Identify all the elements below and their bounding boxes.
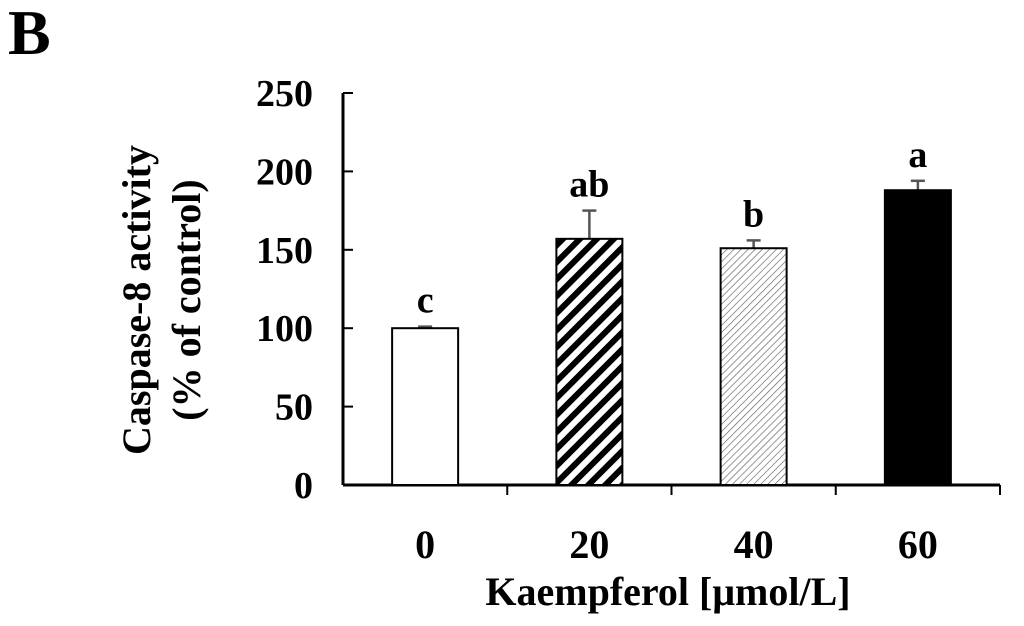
y-tick-label: 250 (256, 73, 313, 115)
y-tick-label: 150 (256, 230, 313, 272)
bar-60 (883, 189, 952, 486)
y-tick-label: 50 (275, 387, 313, 429)
panel-label: B (8, 0, 51, 68)
y-axis-label: Caspase-8 activity (% of control) (114, 145, 209, 455)
y-axis-label-line: Caspase-8 activity (114, 145, 159, 455)
significance-label: b (743, 193, 764, 235)
significance-label: ab (569, 164, 609, 206)
x-axis-label: Kaempferol [μmol/L] (485, 569, 850, 614)
x-tick-label: 60 (898, 522, 938, 567)
y-tick-label: 100 (256, 308, 313, 350)
y-tick-label: 0 (294, 465, 313, 507)
bars: c 0 ab 20 b 40 a 60 (391, 134, 952, 567)
bar-20 (555, 237, 624, 486)
y-tick-label: 200 (256, 151, 313, 193)
bar-40 (719, 247, 788, 486)
x-tick-label: 0 (415, 522, 435, 567)
axes: 0 50 100 150 200 250 (256, 73, 1001, 507)
x-tick-label: 20 (569, 522, 609, 567)
significance-label: c (417, 280, 434, 322)
significance-label: a (908, 134, 927, 176)
x-tick-label: 40 (734, 522, 774, 567)
bar-0 (391, 327, 460, 487)
y-axis-label-line: (% of control) (164, 179, 209, 420)
